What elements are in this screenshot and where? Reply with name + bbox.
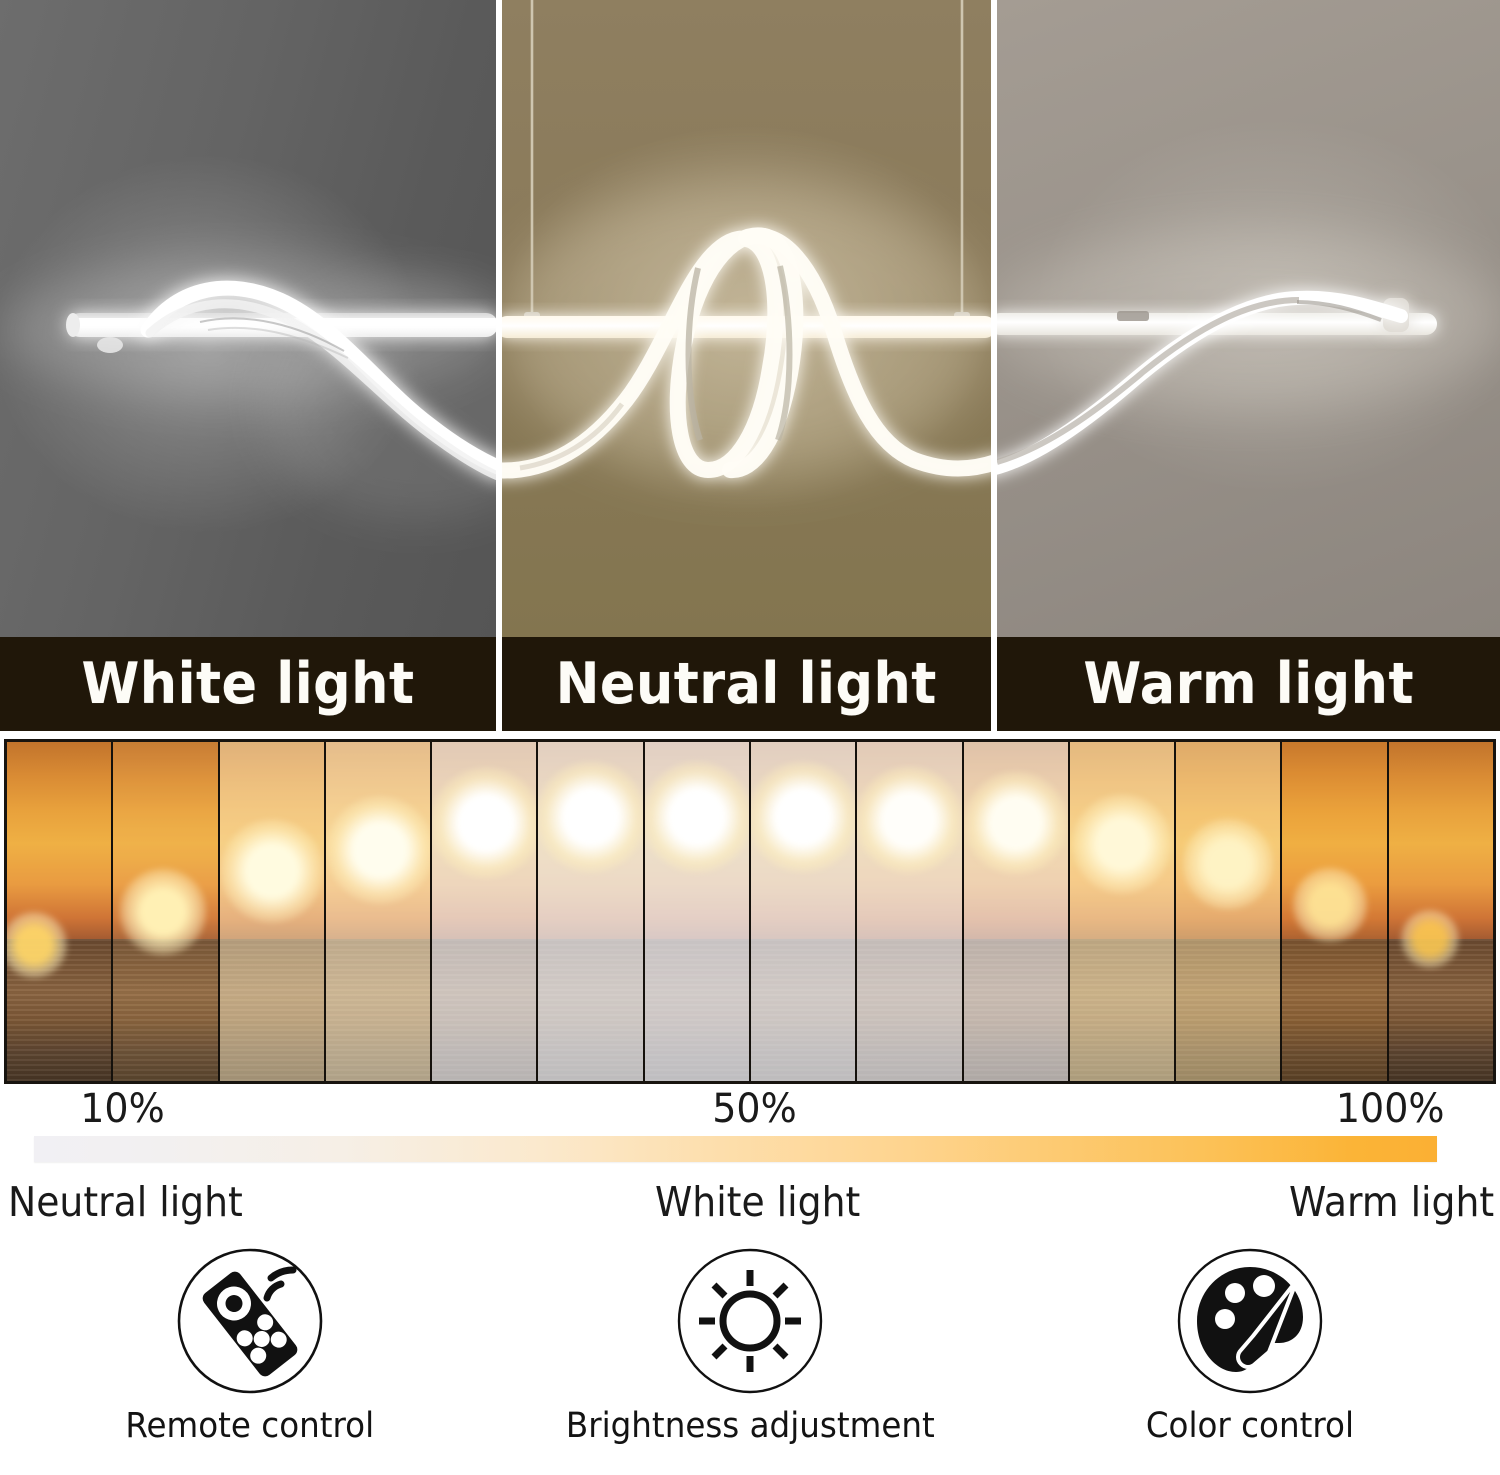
feature-remote-control: Remote control <box>0 1246 500 1475</box>
slice-color-tint <box>1176 742 1281 1081</box>
scale-tick-label: 50% <box>712 1086 797 1132</box>
slice-sun-glow <box>7 911 69 980</box>
hero-photo-row <box>0 0 1500 637</box>
slice-sun-glow <box>1071 793 1172 894</box>
product-photo-warm-light <box>997 0 1500 637</box>
led-bar-white-illustration <box>0 260 496 520</box>
slice-brightness-lift <box>325 742 431 1081</box>
label-neutral-light-text: Neutral light <box>555 650 938 717</box>
dimming-slice <box>1388 742 1493 1081</box>
slice-sun-glow <box>432 767 537 880</box>
slice-sun-glow <box>219 818 324 923</box>
label-white-light-text: White light <box>81 650 415 717</box>
slice-sun-glow <box>1400 908 1461 969</box>
dimming-slice <box>219 742 326 1081</box>
sunset-scene <box>1069 742 1175 1081</box>
sea-surface <box>1176 938 1281 1081</box>
dimming-strip <box>4 739 1496 1084</box>
scale-mode-label: White light <box>655 1178 861 1226</box>
dimming-slice <box>1176 742 1283 1081</box>
pane-divider-1 <box>496 0 502 637</box>
sea-surface <box>963 938 1068 1081</box>
sunset-scene <box>219 742 324 1081</box>
slice-sun-glow <box>119 867 208 956</box>
dimming-slice <box>1069 742 1177 1081</box>
dimming-slice-scene <box>1069 742 1175 1081</box>
dimming-slice <box>325 742 433 1081</box>
feature-remote-control-label: Remote control <box>125 1406 375 1446</box>
dimming-slice <box>432 742 539 1081</box>
label-warm-light: Warm light <box>997 637 1500 731</box>
color-palette-brush-icon <box>1177 1248 1323 1394</box>
slice-sun-glow <box>1292 866 1369 943</box>
dimming-slice <box>750 742 858 1081</box>
slice-sun-glow <box>750 760 856 873</box>
sea-surface <box>1282 938 1387 1081</box>
label-warm-light-text: Warm light <box>1083 650 1414 717</box>
scale-mode-label: Warm light <box>1289 1178 1495 1226</box>
slice-sun-glow <box>857 765 962 874</box>
feature-color-control-label: Color control <box>1145 1406 1355 1446</box>
slice-sun-glow <box>1182 818 1275 911</box>
sunset-scene <box>1176 742 1281 1081</box>
scale-mode-label: Neutral light <box>8 1178 243 1226</box>
slice-sun-glow <box>326 796 431 905</box>
dimming-slice <box>538 742 645 1081</box>
light-mode-caption-row: Neutral light White light Warm light <box>0 1174 1500 1230</box>
label-divider-1 <box>496 637 502 731</box>
feature-row: Remote control Brightness adjustment <box>0 1246 1500 1475</box>
slice-color-tint <box>7 742 111 1081</box>
product-photo-neutral-light <box>502 0 991 637</box>
feature-brightness-adjustment: Brightness adjustment <box>500 1246 1000 1475</box>
feature-color-control: Color control <box>1000 1246 1500 1475</box>
brightness-scale: 10% 50% 100% Neutral light White light Warm … <box>0 1086 1500 1246</box>
dimming-slice <box>113 742 220 1081</box>
led-bar-warm-illustration <box>997 230 1500 475</box>
percent-tick-row: 10% 50% 100% <box>0 1086 1500 1132</box>
dimming-slice <box>857 742 964 1081</box>
product-photo-white-light <box>0 0 496 637</box>
light-mode-label-bar: White light Neutral light Warm light <box>0 637 1500 731</box>
slice-sun-glow <box>644 760 749 873</box>
slice-sun-glow <box>963 771 1068 876</box>
dimming-slice-scene <box>219 742 324 1081</box>
slice-brightness-lift <box>1069 742 1175 1081</box>
dimming-strip-wrapper <box>0 731 1500 1086</box>
sea-surface <box>1069 938 1175 1081</box>
led-spiral-neutral-illustration <box>502 0 991 480</box>
remote-control-icon <box>177 1248 323 1394</box>
slice-brightness-lift <box>1176 742 1281 1081</box>
sea-surface <box>325 938 431 1081</box>
dimming-slice <box>7 742 114 1081</box>
brightness-gradient-bar[interactable] <box>34 1136 1437 1162</box>
label-neutral-light: Neutral light <box>502 637 991 731</box>
scale-tick-label: 100% <box>1335 1086 1445 1132</box>
dimming-slice <box>1282 742 1389 1081</box>
scale-tick-label: 10% <box>80 1086 165 1132</box>
slice-sun-glow <box>538 760 643 873</box>
dimming-slice <box>963 742 1070 1081</box>
dimming-slice <box>644 742 751 1081</box>
dimming-slice-scene <box>1176 742 1281 1081</box>
label-white-light: White light <box>0 637 496 731</box>
brightness-sun-icon <box>677 1248 823 1394</box>
sea-surface <box>219 938 324 1081</box>
feature-brightness-label: Brightness adjustment <box>565 1406 935 1446</box>
label-divider-2 <box>991 637 997 731</box>
sea-surface <box>113 938 218 1081</box>
pane-divider-2 <box>991 0 997 637</box>
